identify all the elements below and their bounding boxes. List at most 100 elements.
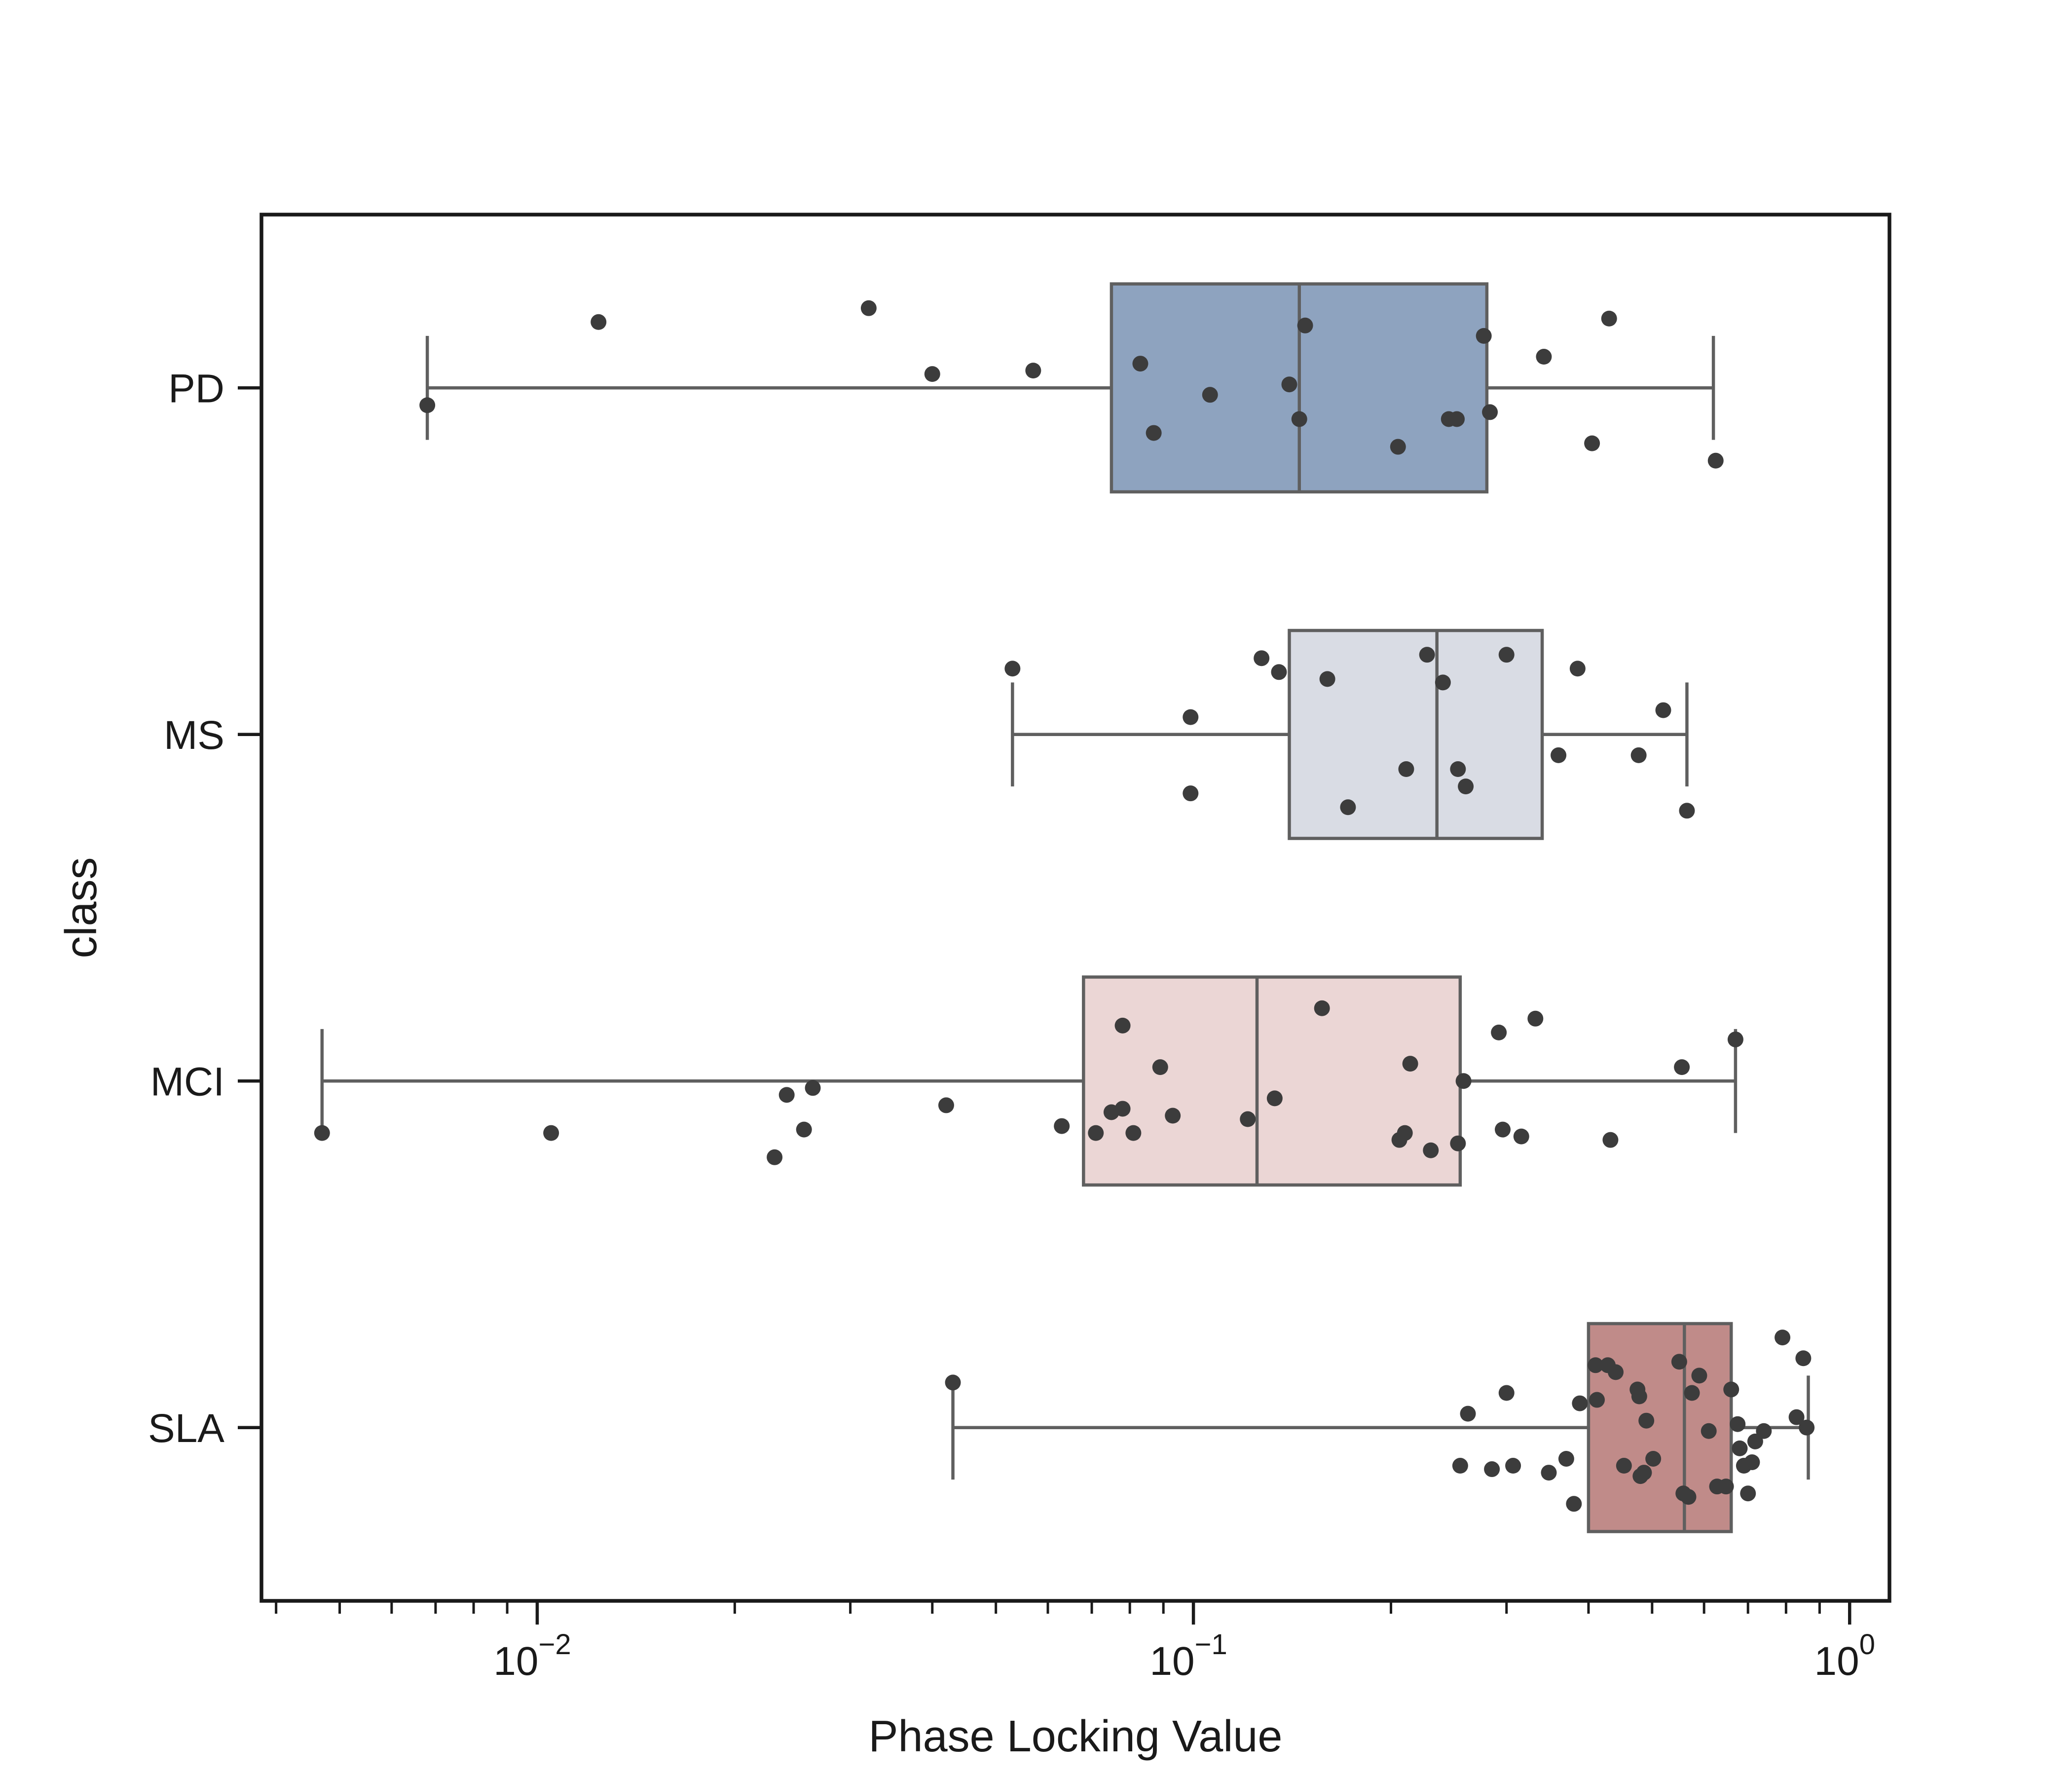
- data-point-mci: [1397, 1125, 1413, 1141]
- x-tick-label: 10−2: [493, 1628, 571, 1684]
- box-group-mci: [320, 975, 1738, 1187]
- data-point-pd: [1291, 411, 1307, 427]
- data-point-sla: [1788, 1409, 1805, 1425]
- data-point-sla: [1589, 1392, 1605, 1408]
- box-group-pd: [425, 282, 1715, 494]
- data-point-ms: [1435, 674, 1451, 691]
- data-point-sla: [1732, 1440, 1748, 1456]
- data-point-pd: [1584, 435, 1600, 451]
- data-point-sla: [1740, 1485, 1756, 1502]
- data-point-mci: [1240, 1111, 1256, 1127]
- data-point-sla: [1795, 1350, 1812, 1367]
- plot-frame: [259, 213, 1891, 1603]
- data-point-mci: [1527, 1010, 1544, 1027]
- data-point-sla: [1799, 1419, 1815, 1436]
- data-point-mci: [938, 1097, 954, 1113]
- data-point-pd: [1390, 439, 1406, 455]
- data-point-mci: [1727, 1031, 1743, 1047]
- x-axis: 10−2 10−1 100: [275, 1601, 1875, 1684]
- x-tick-label-base: 10: [493, 1639, 538, 1684]
- data-point-sla: [1484, 1461, 1500, 1478]
- data-point-pd: [1482, 404, 1498, 420]
- data-point-sla: [1566, 1496, 1582, 1512]
- data-point-sla: [1631, 1388, 1647, 1405]
- data-point-sla: [1588, 1357, 1604, 1373]
- data-point-pd: [1601, 310, 1617, 327]
- data-point-sla: [1756, 1423, 1772, 1439]
- data-point-mci: [1494, 1121, 1511, 1138]
- data-point-pd: [419, 397, 436, 413]
- data-point-ms: [1419, 647, 1435, 663]
- x-tick-label-exponent: −2: [538, 1628, 571, 1661]
- data-point-sla: [945, 1374, 961, 1391]
- y-tick-label-mci: MCI: [150, 1059, 224, 1104]
- x-tick-label: 10−1: [1149, 1628, 1227, 1684]
- data-point-sla: [1744, 1454, 1760, 1470]
- data-point-ms: [1679, 803, 1695, 819]
- data-point-mci: [1314, 1000, 1330, 1016]
- x-tick-label-exponent: 0: [1859, 1628, 1875, 1661]
- data-point-sla: [1558, 1450, 1574, 1467]
- y-axis: PD MS MCI SLA: [148, 366, 261, 1451]
- data-point-mci: [1513, 1128, 1529, 1145]
- data-point-pd: [1146, 425, 1162, 441]
- x-tick-label: 100: [1814, 1628, 1875, 1684]
- points-group: [314, 300, 1815, 1512]
- data-point-pd: [1202, 387, 1218, 403]
- data-point-ms: [1340, 799, 1356, 815]
- x-tick-label-base: 10: [1814, 1639, 1859, 1684]
- data-point-mci: [1402, 1056, 1418, 1072]
- data-point-ms: [1183, 785, 1199, 802]
- data-point-sla: [1645, 1450, 1662, 1467]
- plot-border: [259, 213, 1891, 1603]
- data-point-pd: [1297, 317, 1313, 333]
- data-point-ms: [1630, 747, 1647, 763]
- data-point-ms: [1254, 650, 1270, 666]
- data-point-mci: [1602, 1132, 1619, 1148]
- data-point-mci: [1455, 1073, 1472, 1089]
- data-point-mci: [1152, 1059, 1168, 1075]
- data-point-pd: [860, 300, 877, 316]
- data-point-sla: [1701, 1423, 1717, 1439]
- data-point-mci: [1491, 1024, 1507, 1040]
- data-point-sla: [1671, 1354, 1687, 1370]
- box-group-ms: [1011, 629, 1689, 840]
- data-point-ms: [1183, 709, 1199, 725]
- data-point-sla: [1684, 1385, 1700, 1401]
- y-tick-label-sla: SLA: [148, 1406, 224, 1451]
- data-point-pd: [1025, 363, 1041, 379]
- data-point-sla: [1616, 1458, 1632, 1474]
- data-point-ms: [1450, 761, 1466, 777]
- data-point-ms: [1569, 661, 1586, 677]
- data-point-pd: [591, 314, 607, 330]
- data-point-mci: [778, 1087, 795, 1103]
- data-point-mci: [1114, 1017, 1131, 1034]
- data-point-sla: [1572, 1395, 1588, 1411]
- data-point-ms: [1004, 661, 1021, 677]
- x-tick-label-base: 10: [1149, 1639, 1194, 1684]
- data-point-mci: [767, 1149, 783, 1165]
- data-point-mci: [1165, 1108, 1181, 1124]
- data-point-sla: [1747, 1433, 1763, 1449]
- data-point-sla: [1680, 1489, 1697, 1505]
- data-point-mci: [805, 1080, 821, 1096]
- data-point-ms: [1458, 778, 1474, 795]
- data-point-mci: [314, 1125, 330, 1141]
- data-point-sla: [1636, 1465, 1652, 1481]
- data-point-pd: [1707, 452, 1724, 469]
- data-point-ms: [1655, 702, 1671, 718]
- points-mci: [314, 1000, 1743, 1165]
- data-point-pd: [1536, 349, 1552, 365]
- data-point-sla: [1723, 1381, 1739, 1398]
- data-point-mci: [1450, 1135, 1466, 1151]
- y-tick-label-ms: MS: [164, 713, 224, 758]
- data-point-pd: [1476, 328, 1492, 344]
- data-point-mci: [1114, 1101, 1131, 1117]
- data-point-mci: [543, 1125, 559, 1141]
- data-point-pd: [1132, 356, 1148, 372]
- data-point-sla: [1691, 1368, 1707, 1384]
- points-sla: [945, 1330, 1815, 1512]
- data-point-sla: [1775, 1330, 1791, 1346]
- data-point-ms: [1271, 664, 1287, 680]
